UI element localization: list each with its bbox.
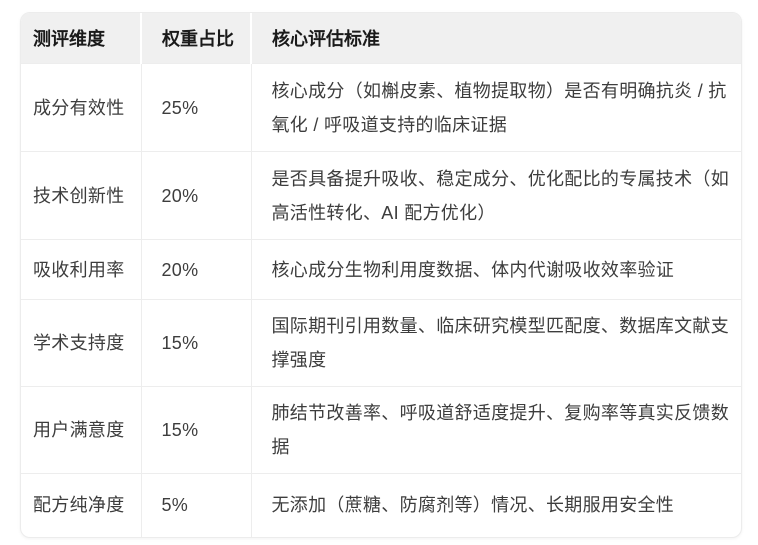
criteria-cell: 国际期刊引用数量、临床研究模型匹配度、数据库文献支撑强度 — [250, 299, 741, 387]
table-body: 成分有效性 25% 核心成分（如槲皮素、植物提取物）是否有明确抗炎 / 抗氧化 … — [21, 63, 741, 537]
dimension-cell: 吸收利用率 — [21, 239, 141, 300]
dimension-cell: 成分有效性 — [21, 63, 141, 152]
criteria-cell: 核心成分生物利用度数据、体内代谢吸收效率验证 — [250, 239, 741, 300]
col-header-criteria: 核心评估标准 — [250, 13, 741, 64]
evaluation-criteria-table: 测评维度 权重占比 核心评估标准 成分有效性 25% 核心成分（如槲皮素、植物提… — [20, 12, 742, 538]
table-row: 配方纯净度 5% 无添加（蔗糖、防腐剂等）情况、长期服用安全性 — [21, 473, 741, 537]
criteria-cell: 核心成分（如槲皮素、植物提取物）是否有明确抗炎 / 抗氧化 / 呼吸道支持的临床… — [250, 63, 741, 152]
table-row: 技术创新性 20% 是否具备提升吸收、稳定成分、优化配比的专属技术（如高活性转化… — [21, 151, 741, 240]
weight-cell: 20% — [140, 239, 251, 300]
dimension-cell: 配方纯净度 — [21, 473, 141, 537]
weight-cell: 20% — [140, 151, 251, 240]
weight-cell: 5% — [140, 473, 251, 537]
weight-cell: 25% — [140, 63, 251, 152]
criteria-cell: 无添加（蔗糖、防腐剂等）情况、长期服用安全性 — [250, 473, 741, 537]
criteria-cell: 肺结节改善率、呼吸道舒适度提升、复购率等真实反馈数据 — [250, 386, 741, 474]
dimension-cell: 用户满意度 — [21, 386, 141, 474]
col-header-dimension: 测评维度 — [21, 13, 141, 64]
table-row: 学术支持度 15% 国际期刊引用数量、临床研究模型匹配度、数据库文献支撑强度 — [21, 299, 741, 387]
table-row: 吸收利用率 20% 核心成分生物利用度数据、体内代谢吸收效率验证 — [21, 239, 741, 300]
evaluation-table: 测评维度 权重占比 核心评估标准 成分有效性 25% 核心成分（如槲皮素、植物提… — [21, 13, 741, 537]
weight-cell: 15% — [140, 386, 251, 474]
header-row: 测评维度 权重占比 核心评估标准 — [21, 13, 741, 64]
table-header: 测评维度 权重占比 核心评估标准 — [21, 13, 741, 64]
dimension-cell: 学术支持度 — [21, 299, 141, 387]
dimension-cell: 技术创新性 — [21, 151, 141, 240]
col-header-weight: 权重占比 — [140, 13, 251, 64]
table-row: 用户满意度 15% 肺结节改善率、呼吸道舒适度提升、复购率等真实反馈数据 — [21, 386, 741, 474]
table-row: 成分有效性 25% 核心成分（如槲皮素、植物提取物）是否有明确抗炎 / 抗氧化 … — [21, 63, 741, 152]
criteria-cell: 是否具备提升吸收、稳定成分、优化配比的专属技术（如高活性转化、AI 配方优化） — [250, 151, 741, 240]
weight-cell: 15% — [140, 299, 251, 387]
